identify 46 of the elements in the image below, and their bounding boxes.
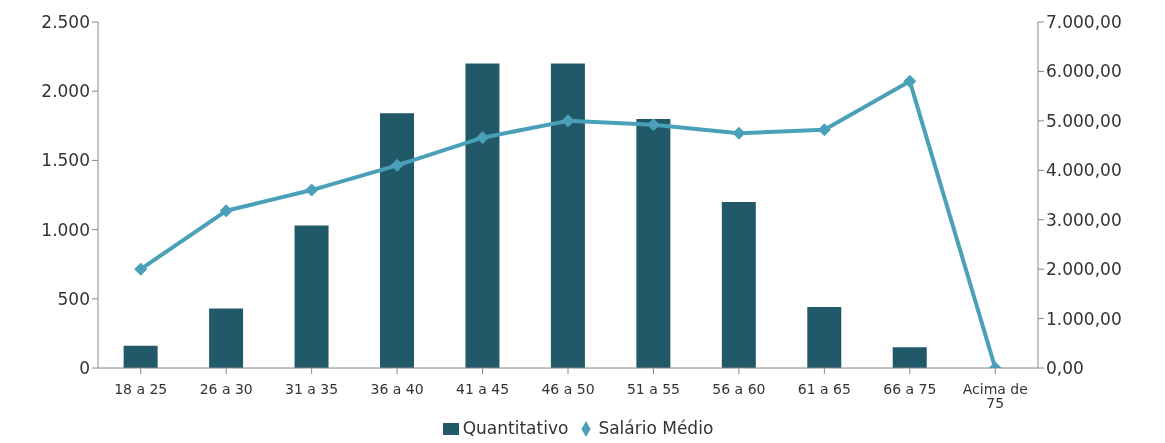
legend-label: Salário Médio: [598, 418, 714, 438]
point: [732, 126, 746, 140]
point: [305, 183, 319, 197]
bar: [294, 225, 329, 368]
y-tick-label: 1.000: [41, 219, 90, 240]
x-tick-label: 36 a 40: [370, 380, 424, 397]
y-tick-label: 500: [57, 288, 90, 309]
x-tick-label: 18 a 25: [114, 380, 168, 397]
x-tick-label: Acima de 75: [962, 380, 1028, 411]
point: [219, 204, 233, 218]
y-tick-label: 2.500: [41, 12, 90, 33]
point: [561, 114, 575, 128]
y-tick-label: 0: [79, 358, 90, 379]
bar: [892, 347, 927, 368]
y2-tick-label: 2.000,00: [1046, 259, 1122, 280]
x-tick-label: 56 a 60: [712, 380, 766, 397]
x-tick-label: 46 a 50: [541, 380, 595, 397]
y2-tick-label: 5.000,00: [1046, 110, 1122, 131]
x-tick-label: 41 a 45: [455, 380, 510, 397]
y2-tick-label: 7.000,00: [1046, 12, 1122, 33]
point: [646, 118, 660, 132]
y2-tick-label: 4.000,00: [1046, 160, 1122, 181]
y-tick-label: 2.000: [41, 81, 90, 102]
bar: [807, 307, 842, 368]
x-tick-label: 31 a 35: [285, 380, 339, 397]
y2-tick-label: 3.000,00: [1046, 209, 1122, 230]
bar: [123, 345, 158, 368]
point: [476, 131, 490, 145]
y2-tick-label: 6.000,00: [1046, 61, 1122, 82]
bar: [380, 113, 414, 368]
legend-label: Quantitativo: [462, 418, 569, 438]
x-tick-label: 26 a 30: [199, 380, 253, 397]
y2-tick-label: 0,00: [1046, 358, 1084, 379]
x-tick-label: 66 a 75: [883, 380, 937, 397]
bar: [209, 308, 244, 368]
bar: [465, 63, 500, 368]
x-tick-label: 51 a 55: [626, 380, 681, 397]
point: [390, 158, 404, 172]
y2-tick-label: 1.000,00: [1046, 308, 1122, 329]
x-tick-label: 61 a 65: [797, 380, 851, 397]
point: [903, 74, 917, 88]
bar: [550, 63, 585, 368]
y-tick-label: 1.500: [41, 150, 90, 171]
bar: [721, 201, 756, 368]
point: [134, 262, 148, 276]
bar: [636, 118, 671, 368]
